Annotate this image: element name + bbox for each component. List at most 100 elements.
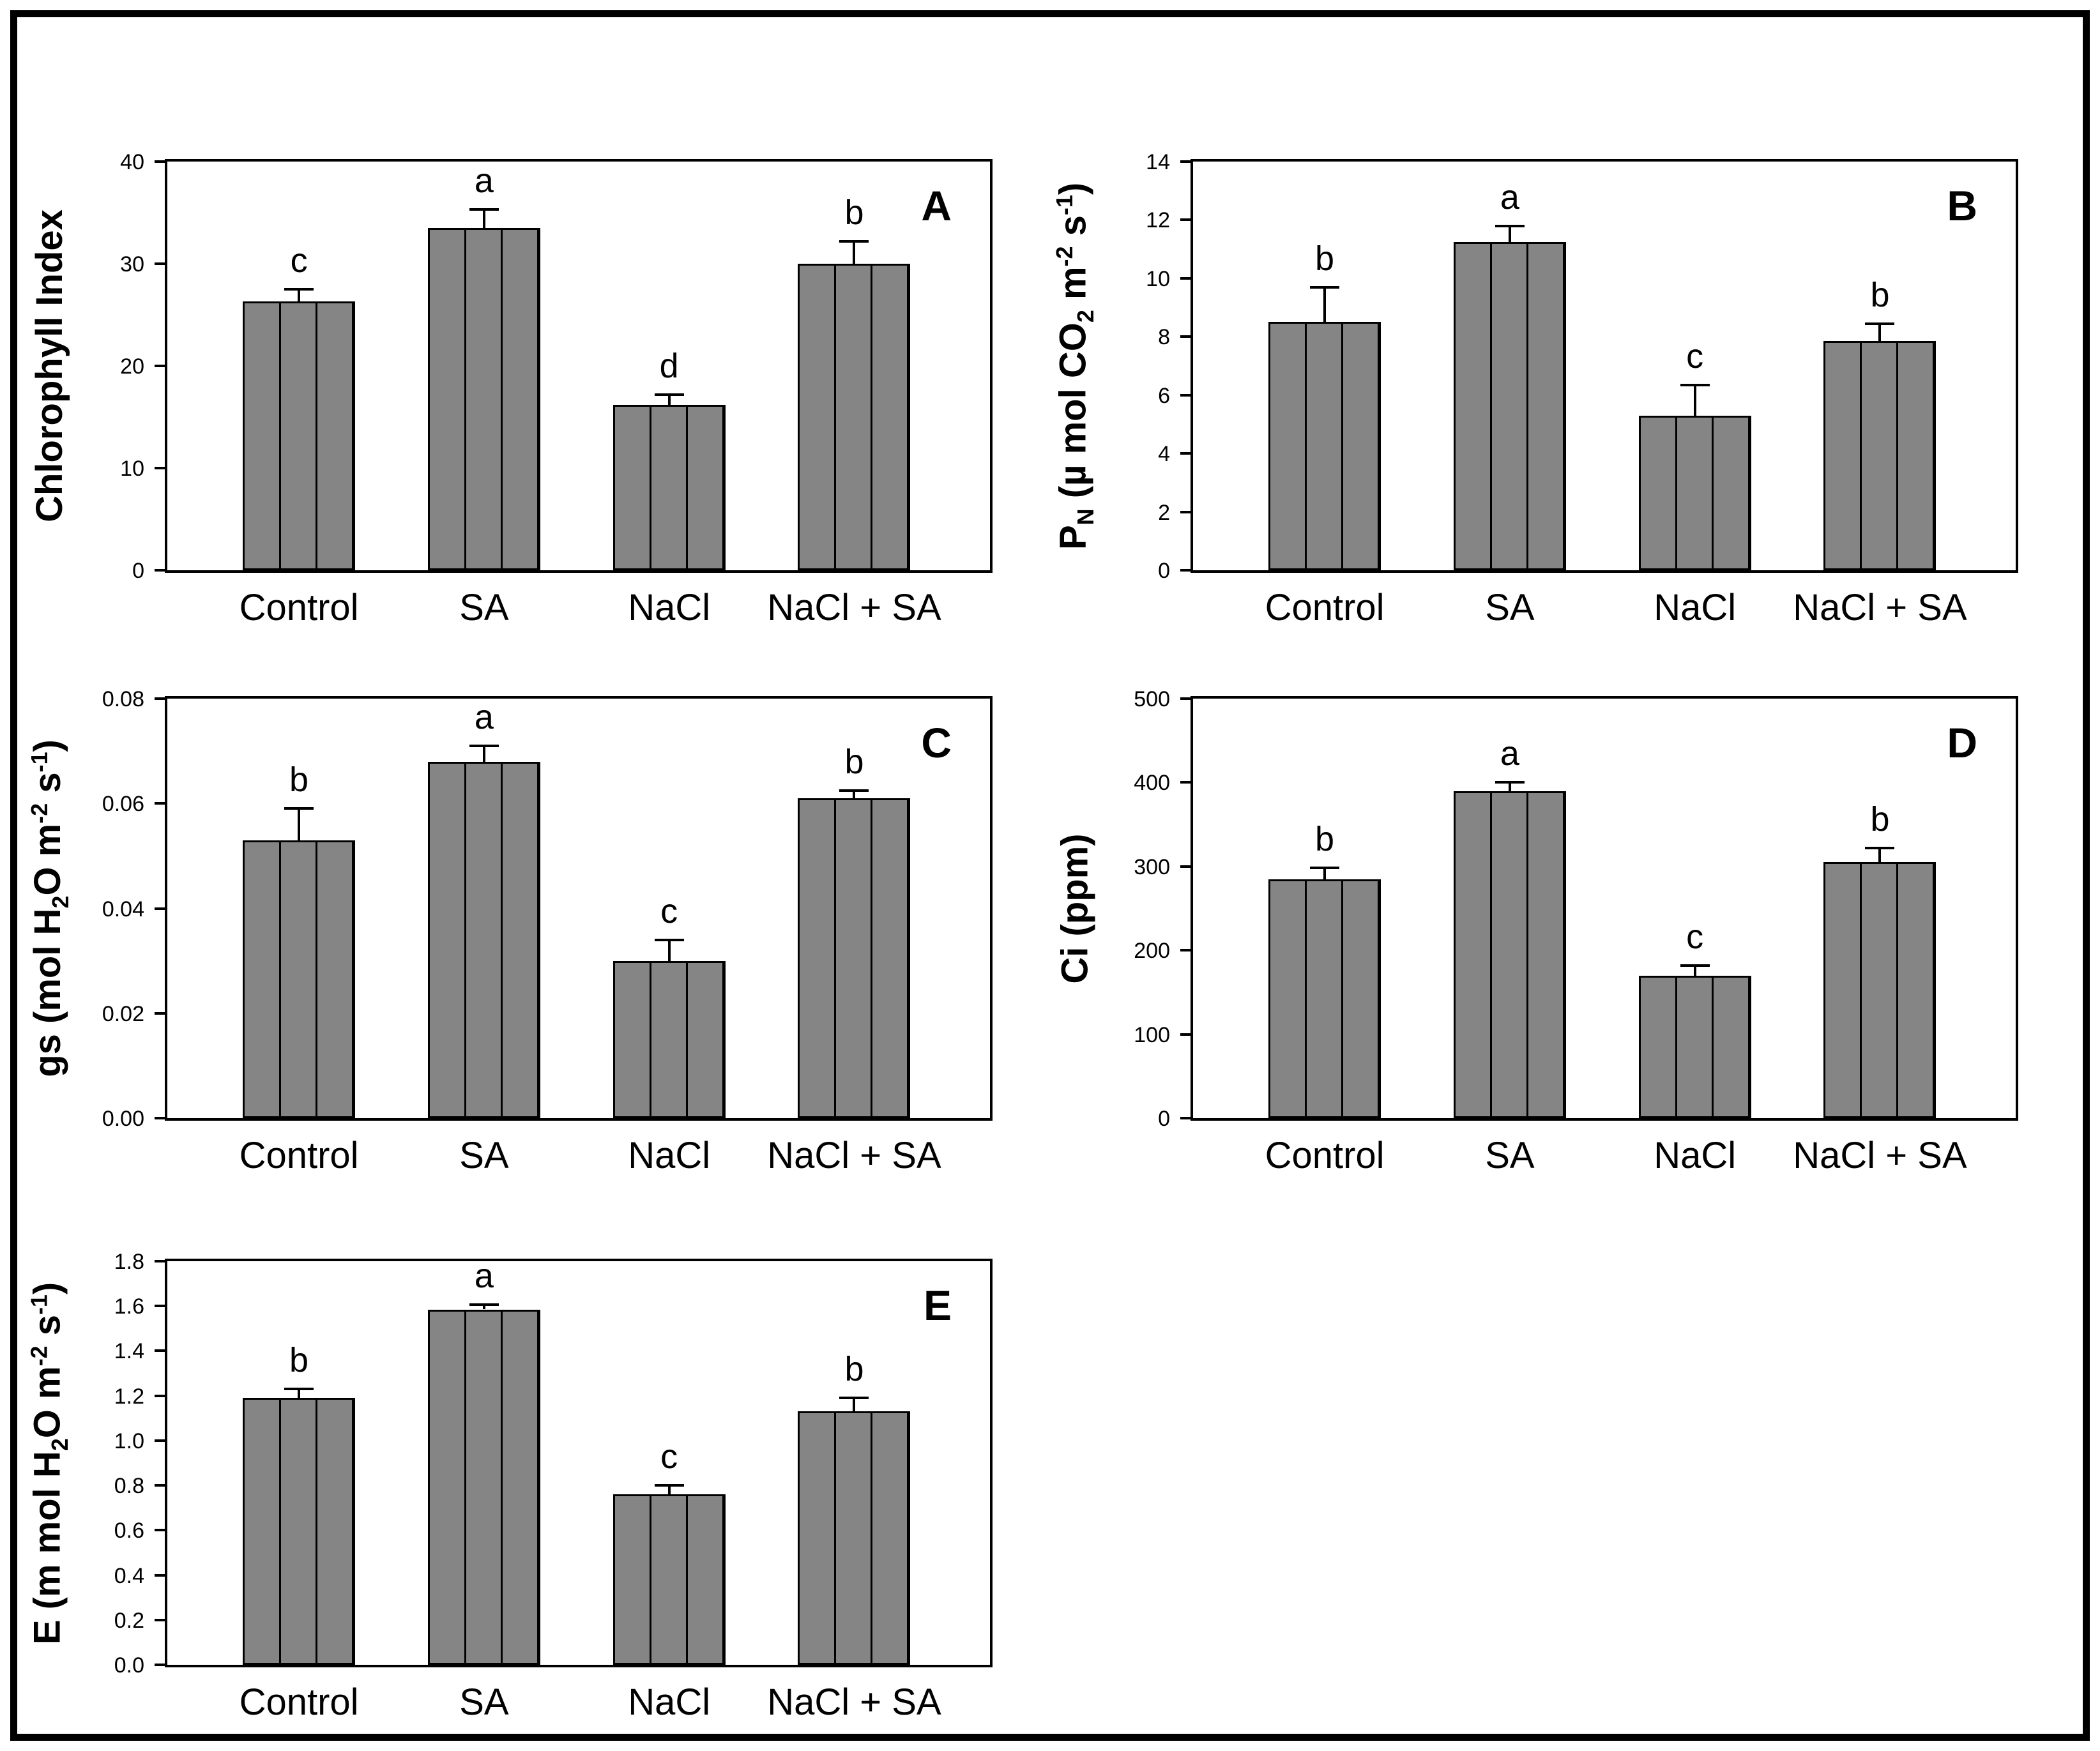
y-axis-tick: [1180, 949, 1191, 952]
bar-nacl-sa: [798, 798, 911, 1118]
chart-panel-d: Ci (ppm) 0 100 200 300 400 500 b Control a SA c NaCl…: [1054, 688, 2018, 1174]
significance-letter: a: [474, 1257, 494, 1296]
y-axis-tick: [155, 1439, 165, 1442]
y-tick-label: 0.0: [114, 1653, 144, 1678]
y-tick-label: 10: [120, 457, 144, 481]
error-bar-cap: [469, 208, 499, 211]
y-tick-label: 0.04: [102, 897, 144, 921]
error-bar-cap: [654, 1484, 684, 1487]
y-axis-tick: [1180, 335, 1191, 338]
significance-letter: b: [844, 1350, 864, 1389]
significance-letter: b: [1315, 239, 1335, 278]
y-axis-tick: [155, 907, 165, 910]
error-bar: [667, 394, 671, 405]
significance-letter: b: [289, 1341, 309, 1380]
y-axis-tick: [1180, 452, 1191, 455]
panel-letter-a: A: [921, 182, 952, 229]
x-category-label: NaCl + SA: [767, 1135, 941, 1176]
y-axis-tick: [155, 1260, 165, 1262]
y-axis-tick: [155, 262, 165, 265]
y-tick-label: 0.2: [114, 1608, 144, 1633]
x-category-label: SA: [459, 1135, 509, 1176]
y-axis-label-wrap: Ci (ppm): [1050, 699, 1101, 1118]
y-tick-label: 12: [1146, 208, 1170, 233]
error-bar-cap: [284, 288, 314, 291]
y-tick-label: 4: [1158, 442, 1170, 467]
y-axis-tick: [1180, 1033, 1191, 1036]
x-category-label: Control: [239, 1135, 359, 1176]
x-category-label: Control: [239, 1681, 359, 1723]
y-axis-tick: [1180, 697, 1191, 700]
ylabel-segment: O m: [26, 823, 68, 896]
x-category-label: NaCl: [1654, 587, 1737, 628]
y-tick-label: 0.06: [102, 792, 144, 817]
x-category-label: SA: [459, 587, 509, 628]
chart-panel-a: Chlorophyll Index 0 10 20 30 40 c Control a SA d Na…: [29, 151, 993, 626]
y-axis-tick: [155, 802, 165, 805]
error-bar: [1323, 868, 1327, 879]
significance-letter: c: [1686, 337, 1704, 375]
bar-nacl-sa: [1823, 862, 1936, 1118]
bar-nacl-sa: [1823, 341, 1936, 570]
y-tick-label: 500: [1134, 687, 1170, 711]
significance-letter: b: [844, 193, 864, 232]
significance-letter: a: [1500, 178, 1519, 216]
error-bar-cap: [284, 1388, 314, 1391]
y-axis-tick: [155, 160, 165, 163]
bar-nacl-sa: [798, 1411, 911, 1665]
y-tick-label: 1.4: [114, 1339, 144, 1364]
y-tick-label: 300: [1134, 854, 1170, 879]
y-axis-tick: [155, 1664, 165, 1666]
error-bar: [853, 1398, 856, 1412]
error-bar: [1508, 782, 1511, 791]
y-axis-label: PN (µ mol CO2 m-2 s-1): [1052, 182, 1099, 549]
bar-nacl: [612, 1494, 726, 1665]
error-bar: [1878, 323, 1882, 342]
error-bar: [853, 241, 856, 264]
y-tick-label: 0.8: [114, 1474, 144, 1499]
y-axis-tick: [155, 1012, 165, 1015]
y-axis-tick: [155, 365, 165, 367]
y-axis-tick: [155, 1305, 165, 1308]
y-tick-label: 40: [120, 150, 144, 174]
bar-sa: [427, 1309, 540, 1665]
error-bar-cap: [1680, 964, 1710, 967]
significance-letter: c: [1686, 917, 1704, 956]
x-category-label: Control: [1265, 587, 1385, 628]
significance-letter: b: [1870, 275, 1890, 314]
error-bar: [482, 1305, 485, 1310]
y-tick-label: 0: [1158, 559, 1170, 583]
error-bar: [853, 790, 856, 799]
y-tick-label: 0.02: [102, 1001, 144, 1026]
x-category-label: NaCl + SA: [767, 1681, 941, 1723]
y-tick-label: 6: [1158, 383, 1170, 408]
y-axis-tick: [155, 1394, 165, 1397]
chart-panel-e: E (m mol H2O m-2 s-1) 0.0 0.2 0.4 0.6 0.8 1.0 1…: [26, 1251, 993, 1721]
x-category-label: NaCl: [628, 1135, 711, 1176]
y-axis-tick: [1180, 160, 1191, 163]
panel-letter-b: B: [1947, 182, 1977, 229]
y-tick-label: 0: [132, 559, 144, 583]
x-category-label: SA: [459, 1681, 509, 1723]
error-bar: [667, 1485, 671, 1495]
x-category-label: NaCl: [628, 1681, 711, 1723]
error-bar-cap: [839, 239, 869, 243]
significance-letter: b: [289, 761, 309, 800]
y-tick-label: 1.0: [114, 1429, 144, 1453]
y-tick-label: 20: [120, 354, 144, 379]
y-tick-label: 30: [120, 252, 144, 277]
significance-letter: a: [474, 697, 494, 736]
y-axis-tick: [1180, 781, 1191, 784]
chart-panel-c: gs (mol H2O m-2 s-1) 0.00 0.02 0.04 0.06 0.08…: [26, 688, 993, 1174]
x-category-label: NaCl: [628, 587, 711, 628]
y-tick-label: 200: [1134, 939, 1170, 964]
error-bar: [298, 1389, 301, 1399]
y-axis-tick: [155, 569, 165, 572]
error-bar: [482, 209, 485, 228]
significance-letter: b: [1315, 820, 1335, 859]
y-axis-tick: [1180, 865, 1191, 868]
bar-sa: [1453, 241, 1566, 570]
y-axis-tick: [1180, 277, 1191, 280]
x-category-label: Control: [239, 587, 359, 628]
y-axis-tick: [155, 1618, 165, 1621]
